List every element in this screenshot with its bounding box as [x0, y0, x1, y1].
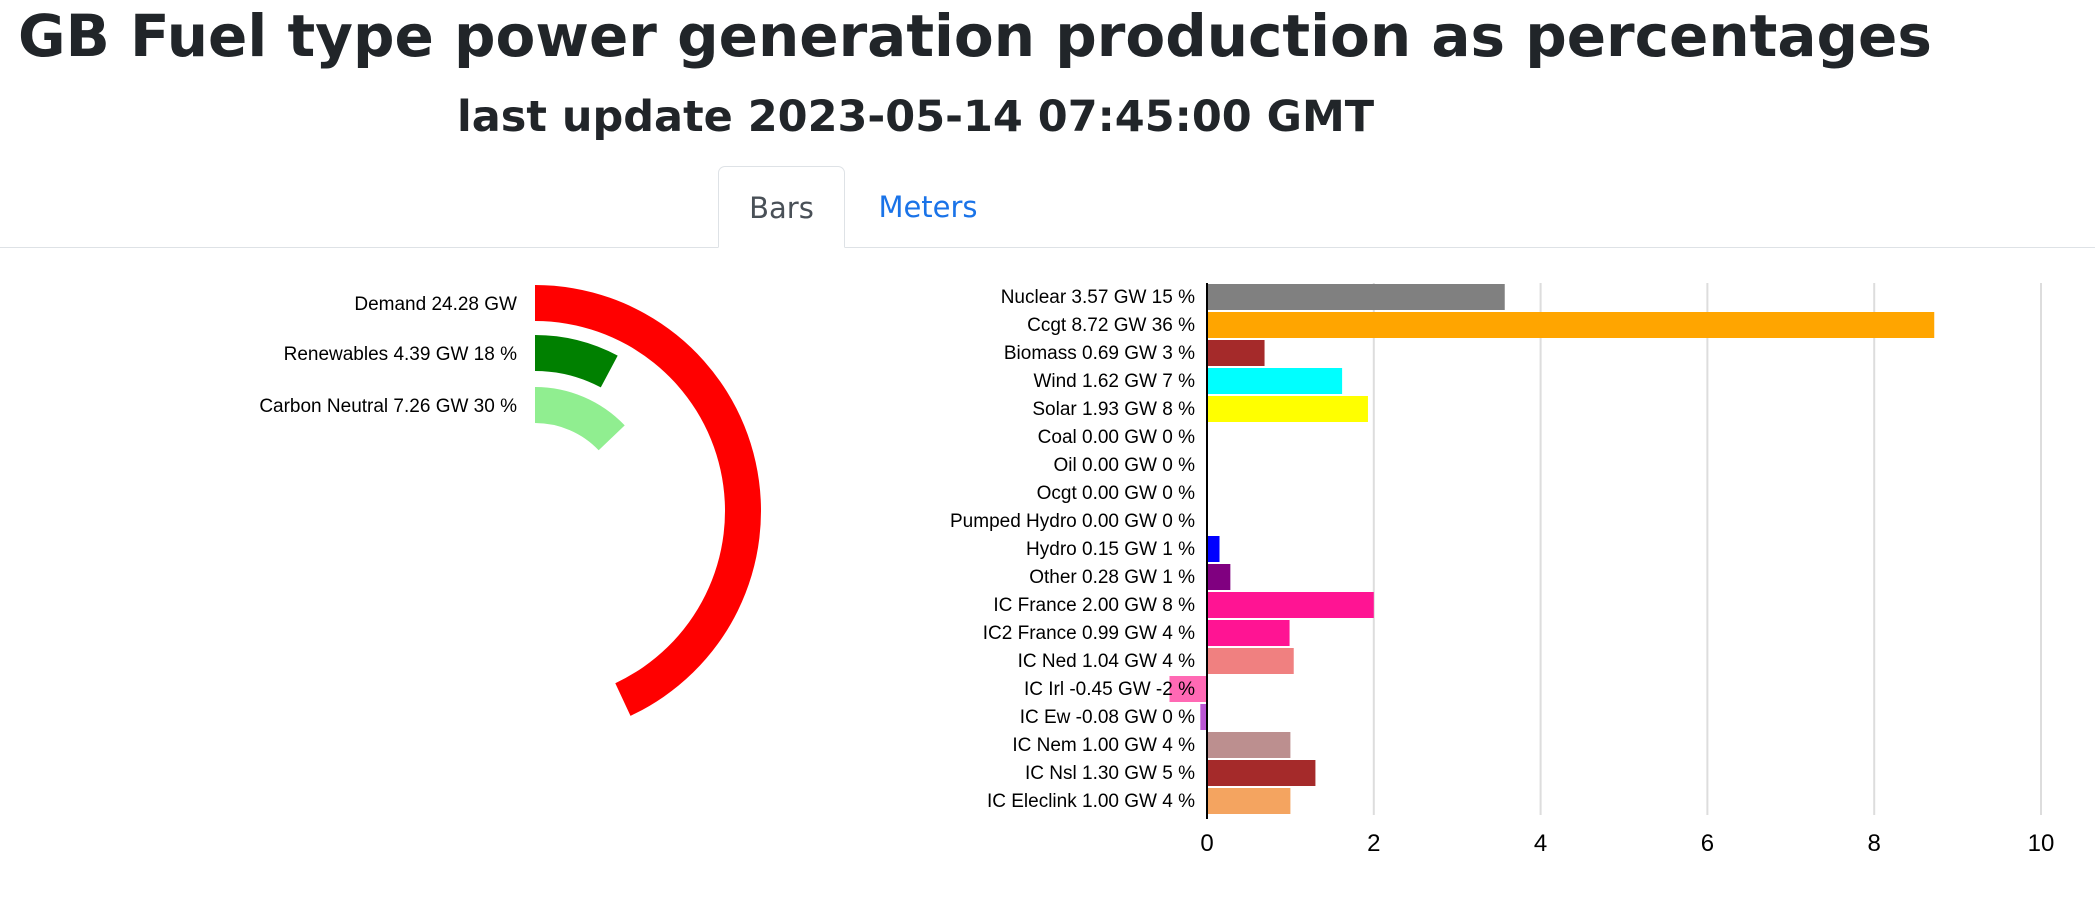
- bar-label-biomass: Biomass 0.69 GW 3 %: [1004, 343, 1195, 364]
- bar-ic-ned: [1207, 648, 1294, 674]
- bar-ic2-france: [1207, 620, 1290, 646]
- x-tick-label: 10: [2028, 830, 2055, 857]
- tab-bar-divider: [0, 247, 2095, 248]
- horizontal-bar-chart: Nuclear 3.57 GW 15 % Ccgt 8.72 GW 36 % Bio…: [950, 283, 2054, 857]
- bar-label-solar: Solar 1.93 GW 8 %: [1032, 399, 1195, 420]
- radial-label-renewables: Renewables 4.39 GW 18 %: [284, 344, 518, 365]
- bar-ic-nsl: [1207, 760, 1316, 786]
- x-tick-label: 6: [1701, 830, 1714, 857]
- bar-label-hydro: Hydro 0.15 GW 1 %: [1026, 539, 1195, 560]
- tab-meters[interactable]: Meters: [878, 190, 978, 224]
- bar-nuclear: [1207, 284, 1505, 310]
- bar-ccgt: [1207, 312, 1935, 338]
- bar-label-ic-france: IC France 2.00 GW 8 %: [993, 595, 1195, 616]
- bar-solar: [1207, 396, 1368, 422]
- bar-label-ic-nsl: IC Nsl 1.30 GW 5 %: [1025, 763, 1195, 784]
- bar-label-wind: Wind 1.62 GW 7 %: [1033, 371, 1195, 392]
- bar-ic-nem: [1207, 732, 1291, 758]
- x-tick-label: 8: [1868, 830, 1881, 857]
- x-tick-label: 2: [1367, 830, 1380, 857]
- bar-ic-irl: [1169, 676, 1207, 702]
- bar-biomass: [1207, 340, 1265, 366]
- bar-label-ic-nem: IC Nem 1.00 GW 4 %: [1012, 735, 1195, 756]
- x-tick-label: 4: [1534, 830, 1547, 857]
- bar-hydro: [1207, 536, 1220, 562]
- tab-bars[interactable]: Bars: [718, 166, 845, 248]
- radial-bar-demand: [535, 285, 761, 716]
- bar-label-ic-ew: IC Ew -0.08 GW 0 %: [1020, 707, 1195, 728]
- radial-bar-carbon-neutral: [535, 387, 625, 451]
- bar-label-ic2-france: IC2 France 0.99 GW 4 %: [983, 623, 1195, 644]
- bar-label-nuclear: Nuclear 3.57 GW 15 %: [1001, 287, 1195, 308]
- bar-label-ccgt: Ccgt 8.72 GW 36 %: [1027, 315, 1195, 336]
- bar-label-ic-irl: IC Irl -0.45 GW -2 %: [1024, 679, 1195, 700]
- bar-label-coal: Coal 0.00 GW 0 %: [1038, 427, 1195, 448]
- bar-label-other: Other 0.28 GW 1 %: [1029, 567, 1195, 588]
- bar-label-oil: Oil 0.00 GW 0 %: [1054, 455, 1196, 476]
- bar-ic-eleclink: [1207, 788, 1291, 814]
- bar-label-ic-eleclink: IC Eleclink 1.00 GW 4 %: [987, 791, 1195, 812]
- bar-ic-ew: [1200, 704, 1207, 730]
- bar-wind: [1207, 368, 1343, 394]
- radial-label-demand: Demand 24.28 GW: [354, 294, 517, 315]
- bar-label-ic-ned: IC Ned 1.04 GW 4 %: [1018, 651, 1196, 672]
- radial-bar-renewables: [535, 335, 618, 388]
- radial-bar-chart: Demand 24.28 GW Renewables 4.39 GW 18 % Ca…: [259, 285, 761, 716]
- bar-other: [1207, 564, 1231, 590]
- bar-ic-france: [1207, 592, 1374, 618]
- last-update-text: last update 2023-05-14 07:45:00 GMT: [457, 92, 1375, 142]
- x-tick-label: 0: [1200, 830, 1213, 857]
- bar-label-pumped-hydro: Pumped Hydro 0.00 GW 0 %: [950, 511, 1195, 532]
- bar-label-ocgt: Ocgt 0.00 GW 0 %: [1037, 483, 1195, 504]
- radial-label-carbon-neutral: Carbon Neutral 7.26 GW 30 %: [259, 396, 517, 417]
- page-title: GB Fuel type power generation production…: [18, 2, 1932, 70]
